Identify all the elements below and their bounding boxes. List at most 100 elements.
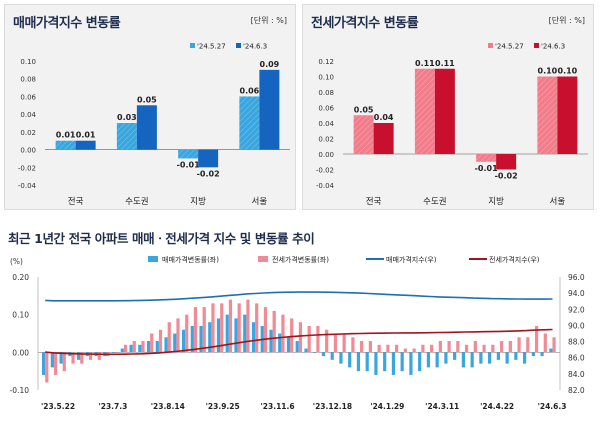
category-label: 서울 [252, 197, 268, 207]
bar [438, 341, 442, 353]
bar [333, 333, 338, 353]
bar [237, 303, 241, 353]
left-axis-unit: (%) [10, 257, 23, 266]
bar [342, 333, 346, 353]
bar [552, 337, 556, 353]
x-tick-label: '24.1.29 [370, 402, 404, 411]
bar [234, 318, 238, 353]
bar [534, 325, 539, 353]
bar [479, 352, 483, 364]
right-tick-label: 90.0 [568, 321, 585, 330]
bar [120, 348, 124, 353]
bar [80, 352, 84, 364]
bar [155, 341, 159, 353]
bar [374, 352, 378, 375]
bar [339, 352, 343, 364]
bar [45, 352, 49, 383]
y-tick-label: -0.04 [18, 182, 37, 190]
bar [325, 329, 329, 353]
y-tick-label: 0.08 [318, 89, 334, 97]
bar [531, 352, 535, 357]
bar [508, 341, 512, 353]
bar [330, 352, 334, 360]
bar [42, 352, 46, 375]
legend-swatch [236, 43, 241, 48]
bar [447, 341, 451, 353]
jeonse-panel-unit: [단위 : %] [548, 16, 585, 25]
bar [476, 154, 497, 162]
left-tick-label: 0.00 [12, 348, 29, 357]
bar [199, 325, 203, 353]
bar [75, 140, 96, 150]
bar [55, 140, 76, 150]
data-label: 0.09 [260, 60, 280, 69]
sale-price-panel: 매매가격지수 변동률 [단위 : %] 0.10 0.08 0.06 0.04 0.02… [4, 4, 296, 210]
data-label: 0.05 [354, 105, 374, 114]
bar [181, 329, 186, 353]
bar [488, 352, 492, 364]
bar [216, 318, 221, 353]
bar [278, 333, 282, 353]
bar [470, 352, 474, 368]
y-tick-label: 0.04 [20, 111, 36, 119]
legend-swatch [488, 43, 493, 48]
legend-label: 전세가격변동률(좌) [272, 255, 329, 264]
bar [464, 344, 469, 353]
bar [313, 352, 317, 353]
legend-label: '24.6.3 [541, 43, 565, 51]
y-tick-label: 0.02 [318, 136, 334, 144]
jeonse-price-panel: 전세가격지수 변동률 [단위 : %] 0.12 0.10 0.08 0.06 0.04… [302, 4, 594, 210]
legend-label: '24.5.27 [197, 43, 226, 51]
bar [540, 352, 544, 357]
bar [403, 348, 407, 353]
bar [88, 352, 93, 360]
x-tick-label: '24.4.22 [480, 402, 514, 411]
bar [116, 123, 137, 150]
bar [220, 303, 224, 353]
bar [517, 337, 521, 353]
y-tick-label: 0.10 [318, 74, 334, 82]
left-tick-label: 0.20 [12, 273, 29, 282]
data-label: -0.02 [495, 172, 518, 181]
bar [537, 76, 558, 154]
category-label: 수도권 [423, 196, 446, 207]
right-tick-label: 94.0 [568, 289, 585, 298]
data-label: -0.01 [475, 164, 498, 173]
right-tick-label: 96.0 [568, 273, 585, 282]
y-tick-label: 0.06 [318, 105, 334, 113]
y-tick-label: 0.04 [318, 120, 334, 128]
bar [491, 344, 495, 353]
sale-panel-title: 매매가격지수 변동률 [13, 16, 121, 31]
bar [132, 341, 136, 353]
legend-swatch [534, 43, 539, 48]
bar [259, 69, 280, 150]
y-tick-label: -0.02 [18, 164, 36, 172]
bar [129, 344, 133, 353]
bar [198, 149, 219, 168]
bar [549, 348, 553, 353]
bar [286, 337, 291, 353]
bar [557, 76, 578, 154]
right-tick-label: 84.0 [568, 370, 585, 379]
bar [185, 314, 189, 353]
right-tick-label: 88.0 [568, 338, 585, 347]
bar [269, 329, 273, 353]
bar [365, 352, 369, 372]
bar [59, 352, 63, 364]
bar [430, 344, 434, 353]
bar [348, 352, 352, 368]
bar [373, 123, 394, 154]
bar [418, 352, 422, 372]
data-label: 0.05 [137, 95, 157, 104]
bar [71, 352, 75, 364]
bar [456, 341, 460, 353]
data-label: -0.01 [177, 160, 200, 169]
bar [97, 352, 101, 360]
bar [141, 341, 145, 353]
bar [412, 348, 416, 353]
bar [211, 303, 215, 353]
bar [356, 352, 361, 372]
bar [190, 325, 194, 353]
y-tick-label: 0.12 [318, 58, 334, 66]
x-tick-label: '23.8.14 [151, 402, 185, 411]
